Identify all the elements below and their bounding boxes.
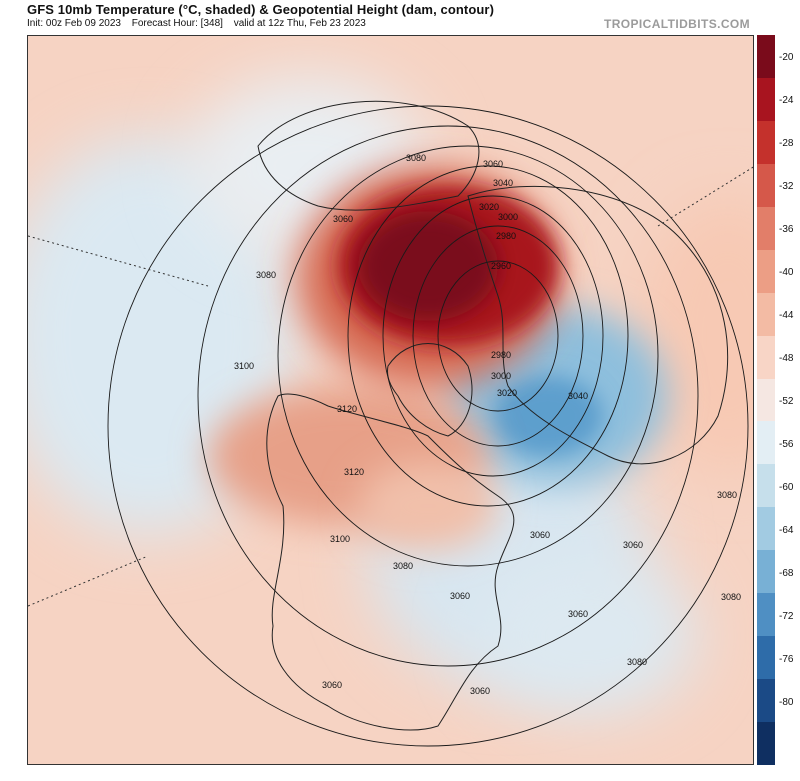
valid-time: valid at 12z Thu, Feb 23 2023 — [233, 18, 366, 29]
colorbar-segment — [757, 77, 775, 122]
contour-label: 2980 — [491, 350, 511, 360]
colorbar-segment — [757, 335, 775, 380]
site-watermark: TROPICALTIDBITS.COM — [604, 17, 751, 31]
colorbar-tick-label: -48 — [779, 353, 794, 365]
map-subtitle: Init: 00z Feb 09 2023 Forecast Hour: [34… — [27, 18, 374, 29]
colorbar-segment — [757, 464, 775, 508]
contour-label: 2960 — [491, 261, 511, 271]
contour-label: 3060 — [322, 680, 342, 690]
colorbar-tick-label: -36 — [779, 224, 794, 236]
colorbar-segment — [757, 120, 775, 165]
contour-label: 3020 — [497, 388, 517, 398]
contour-labels: 3080306030403020300029802960306030803100… — [234, 153, 741, 696]
colorbar-segment — [757, 421, 775, 465]
map-title: GFS 10mb Temperature (°C, shaded) & Geop… — [27, 2, 495, 17]
colorbar-tick-label: -20 — [779, 52, 794, 64]
contour-label: 3120 — [344, 467, 364, 477]
contour-label: 3060 — [450, 591, 470, 601]
colorbar-tick-label: -24 — [779, 95, 794, 107]
colorbar-segment — [757, 292, 775, 337]
geopotential-height-contours — [107, 105, 749, 747]
contour-label: 3000 — [491, 371, 511, 381]
colorbar-segment — [757, 679, 775, 723]
contour-label: 3080 — [256, 270, 276, 280]
map-svg: 3080306030403020300029802960306030803100… — [28, 36, 753, 764]
map-graticule — [28, 166, 753, 607]
contour-label: 3100 — [234, 361, 254, 371]
siberia-outline — [257, 100, 480, 211]
colorbar-tick-label: -32 — [779, 181, 794, 193]
contour-label: 3080 — [717, 490, 737, 500]
colorbar-segment — [757, 593, 775, 637]
colorbar-segment — [757, 378, 775, 422]
contour-label: 3120 — [337, 404, 357, 414]
contour-label: 2980 — [496, 231, 516, 241]
colorbar-tick-label: -40 — [779, 267, 794, 279]
colorbar-tick-label: -80 — [779, 696, 794, 708]
contour-label: 3060 — [470, 686, 490, 696]
contour-label: 3080 — [721, 592, 741, 602]
colorbar-segment — [757, 206, 775, 251]
temperature-shading — [28, 36, 753, 764]
contour-label: 3060 — [483, 159, 503, 169]
contour-label: 3060 — [333, 214, 353, 224]
polar-stereographic-map: 3080 3060 3040 3020 3000 2980 2960 3060 3080 3100… — [27, 35, 754, 765]
colorbar-segment — [757, 636, 775, 680]
contour-label: 3060 — [568, 609, 588, 619]
colorbar-segment — [757, 507, 775, 551]
coastline-outlines — [257, 100, 729, 731]
contour-label: 3040 — [493, 178, 513, 188]
colorbar-tick-label: -72 — [779, 610, 794, 622]
init-time: Init: 00z Feb 09 2023 — [27, 18, 121, 29]
colorbar-segment — [757, 722, 775, 766]
colorbar-segment — [757, 35, 775, 79]
contour-label: 3000 — [498, 212, 518, 222]
colorbar-segment — [757, 550, 775, 594]
forecast-hour: Forecast Hour: [348] — [131, 18, 223, 29]
colorbar-tick-label: -52 — [779, 396, 794, 407]
colorbar-segment — [757, 163, 775, 208]
contour-label: 3020 — [479, 202, 499, 212]
colorbar-tick-label: -28 — [779, 138, 794, 150]
greenland-outline — [387, 343, 473, 437]
colorbar-tick-label: -60 — [779, 481, 794, 493]
colorbar-tick-label: -76 — [779, 653, 794, 665]
colorbar-tick-label: -64 — [779, 524, 794, 536]
contour-label: 3100 — [330, 534, 350, 544]
contour-label: 3080 — [406, 153, 426, 163]
temperature-colorbar: -20 -24 -28 -32 -36 -40 -44 -48 -52 -56 -60 -64 -68 -… — [757, 35, 800, 766]
colorbar-tick-label: -56 — [779, 438, 794, 450]
eurasia-outline — [467, 185, 729, 465]
contour-label: 3060 — [530, 530, 550, 540]
contour-label: 3080 — [393, 561, 413, 571]
north-america-outline — [266, 393, 515, 731]
contour-label: 3080 — [627, 657, 647, 667]
contour-label: 3060 — [623, 540, 643, 550]
colorbar-segment — [757, 249, 775, 294]
contour-label: 3040 — [568, 391, 588, 401]
colorbar-tick-label: -44 — [779, 310, 794, 322]
colorbar-tick-label: -68 — [779, 567, 794, 579]
